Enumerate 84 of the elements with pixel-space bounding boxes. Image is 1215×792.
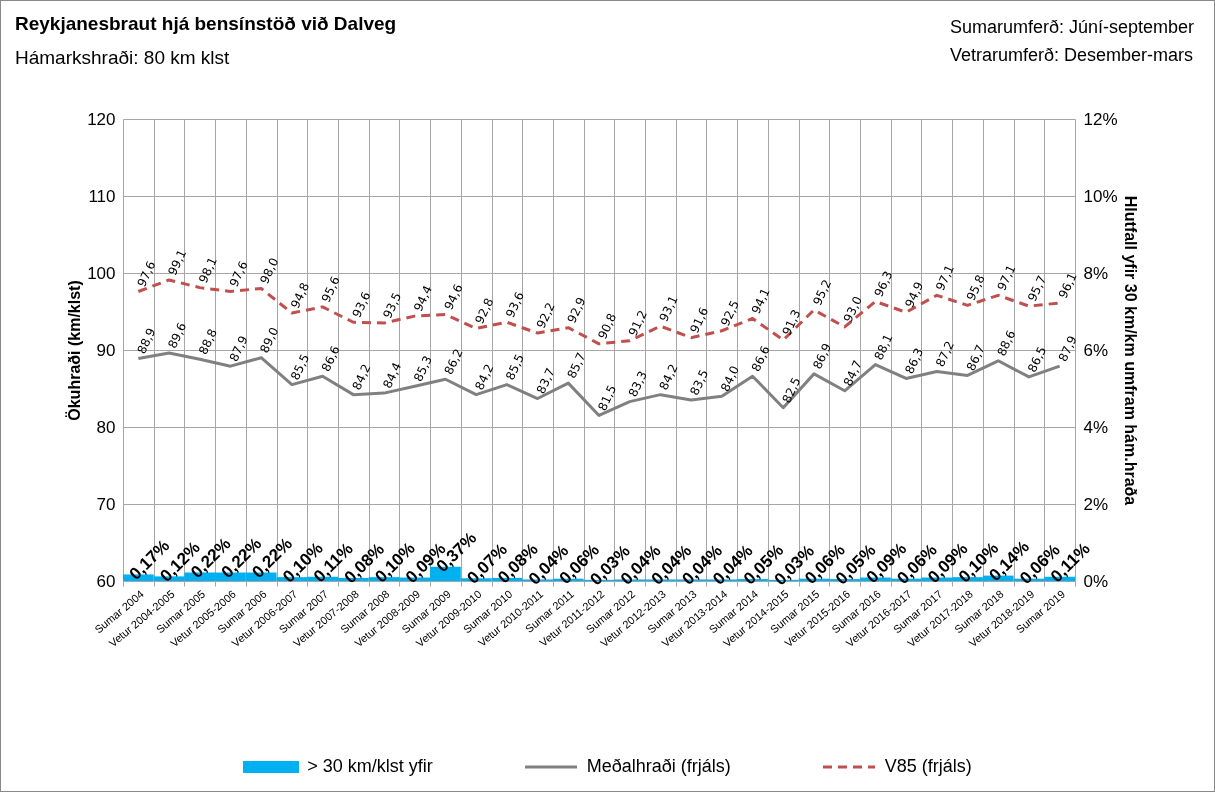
data-label: 86,2 — [441, 346, 466, 377]
y2-tick-label: 12% — [1083, 109, 1118, 129]
y-tick-label: 70 — [96, 494, 116, 514]
data-label: 89,0 — [257, 325, 282, 356]
data-label: 85,5 — [288, 352, 313, 383]
data-label: 91,2 — [625, 308, 650, 339]
y-tick-label: 110 — [88, 186, 116, 206]
data-label: 97,1 — [994, 262, 1019, 293]
data-label: 97,1 — [933, 262, 957, 293]
data-label: 97,6 — [226, 258, 251, 289]
data-label: 87,9 — [226, 333, 251, 364]
data-label: 87,9 — [1055, 333, 1080, 364]
data-label: 86,5 — [1025, 344, 1050, 375]
text: Sumarumferð: Júní-september — [949, 16, 1194, 39]
data-label: 84,4 — [380, 360, 405, 391]
data-label: 85,5 — [503, 352, 528, 383]
data-label: 90,8 — [595, 311, 620, 342]
data-label: 95,6 — [318, 274, 343, 305]
data-label: 93,5 — [380, 290, 405, 321]
data-label: 96,3 — [871, 268, 896, 300]
y2-axis-title: Hlutfall yfir 30 km/km umfram hám.hraða — [1121, 195, 1139, 506]
y2-tick-label: 10% — [1083, 186, 1118, 206]
data-label: 82,5 — [779, 375, 804, 406]
data-label: 86,7 — [963, 342, 988, 373]
data-label: 94,6 — [441, 281, 466, 313]
data-label: 84,0 — [718, 363, 743, 394]
legend-label: > 30 km/klst yfir — [307, 756, 433, 777]
chart-subtitle: Hámarkshraði: 80 km klst — [15, 47, 230, 69]
data-label: 86,9 — [810, 341, 835, 372]
data-label: 94,1 — [748, 285, 773, 316]
data-label: 92,5 — [718, 298, 743, 329]
data-label: 95,7 — [1025, 273, 1050, 304]
data-label: 86,3 — [902, 345, 927, 377]
data-label: 83,5 — [687, 367, 712, 398]
data-label: 91,3 — [779, 307, 804, 338]
data-label: 92,8 — [472, 295, 497, 326]
y2-tick-label: 6% — [1083, 340, 1109, 360]
data-label: 94,8 — [288, 280, 313, 311]
y2-tick-label: 2% — [1083, 494, 1109, 514]
data-label: 98,0 — [257, 255, 282, 286]
data-label: 84,2 — [656, 362, 681, 393]
data-label: 84,2 — [472, 362, 497, 393]
y-tick-label: 100 — [87, 263, 116, 283]
data-label: 88,6 — [994, 328, 1019, 359]
chart-title: Reykjanesbraut hjá bensínstöð við Dalveg — [15, 13, 397, 35]
data-label: 87,2 — [933, 338, 957, 370]
data-label: 93,1 — [656, 293, 681, 324]
y2-tick-label: 8% — [1083, 263, 1109, 283]
data-label: 86,6 — [748, 343, 773, 374]
data-label: 93,6 — [349, 289, 374, 320]
data-label: 86,6 — [318, 343, 343, 374]
data-label: 93,6 — [503, 289, 528, 320]
data-label: 93,0 — [840, 294, 865, 325]
data-label: 99,1 — [165, 247, 190, 278]
data-label: 89,6 — [165, 320, 190, 351]
data-label: 84,2 — [349, 362, 374, 393]
data-label: 97,6 — [134, 258, 159, 289]
data-label: 94,4 — [410, 283, 435, 314]
data-label: 98,1 — [195, 255, 220, 286]
data-label: 81,5 — [595, 382, 620, 413]
y-tick-label: 90 — [96, 340, 116, 360]
data-label: 83,7 — [533, 365, 558, 397]
data-label: 84,7 — [840, 358, 865, 389]
data-label: 85,3 — [410, 353, 435, 384]
y-axis-title: Ökuhraði (km/klst) — [65, 280, 84, 421]
data-label: 92,2 — [533, 300, 558, 331]
data-label: 94,9 — [902, 279, 927, 310]
legend-label: V85 (frjáls) — [884, 756, 972, 777]
data-label: 96,1 — [1055, 270, 1080, 301]
y-tick-label: 120 — [87, 109, 116, 129]
data-label: 83,3 — [625, 368, 650, 400]
text: Vetrarumferð: Desember-mars — [949, 44, 1194, 67]
y-tick-label: 80 — [96, 417, 116, 437]
y2-tick-label: 4% — [1083, 417, 1109, 437]
data-label: 88,8 — [195, 326, 220, 357]
legend-label: Meðalhraði (frjáls) — [586, 756, 731, 777]
data-label: 88,1 — [871, 332, 896, 363]
data-label: 85,7 — [564, 350, 589, 381]
y-tick-label: 60 — [96, 571, 116, 591]
data-label: 95,2 — [810, 277, 835, 308]
data-label: 91,6 — [687, 305, 712, 336]
data-label: 92,9 — [564, 295, 589, 326]
data-label: 95,8 — [963, 272, 988, 303]
data-label: 88,9 — [134, 325, 159, 356]
